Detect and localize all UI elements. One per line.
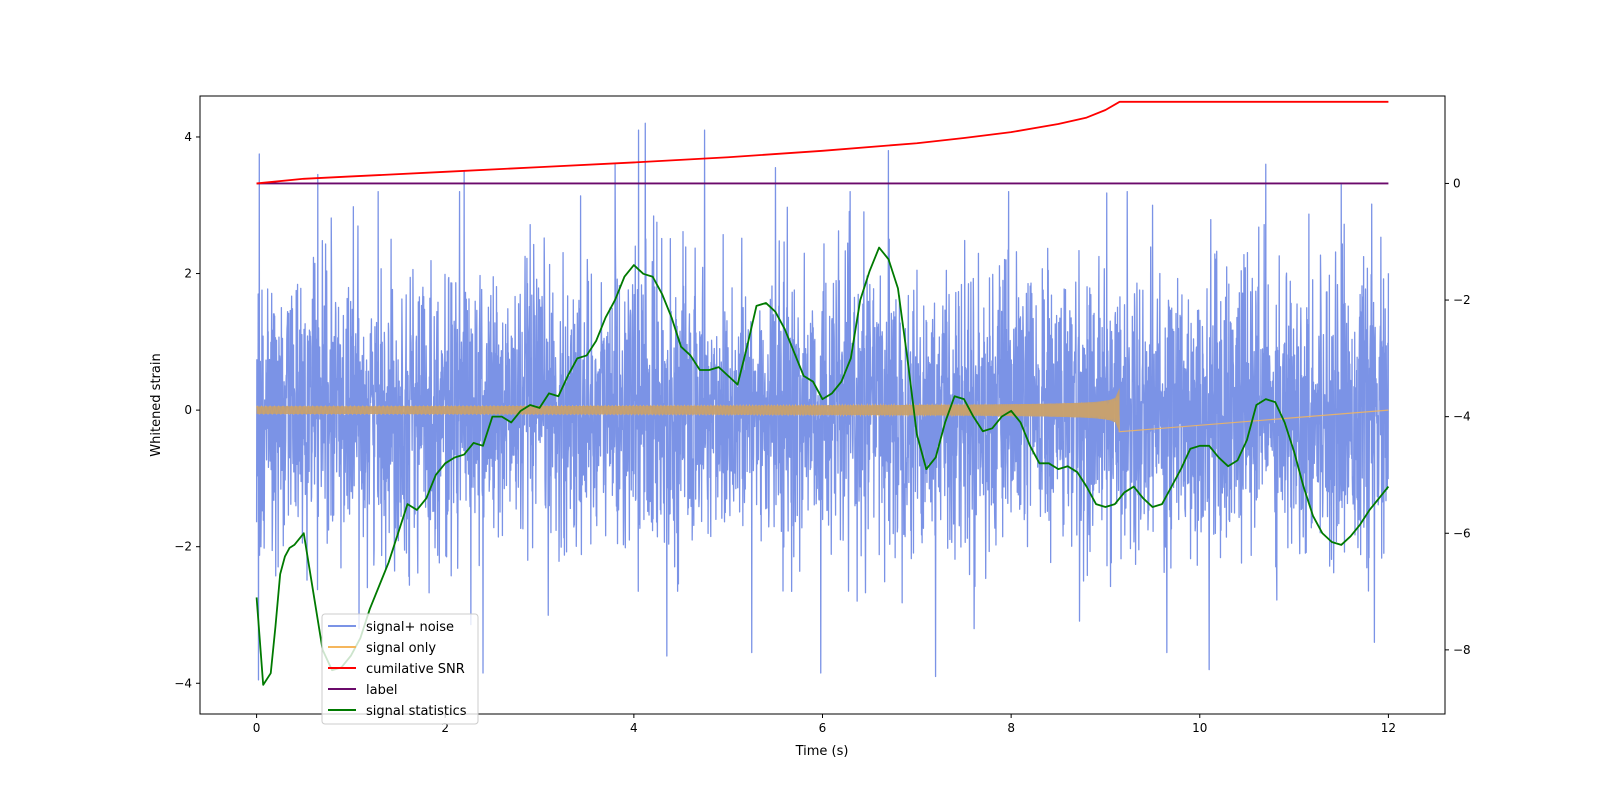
legend-label-signal-statistics: signal statistics [366, 704, 467, 719]
y-tick-label: −2 [174, 540, 192, 554]
y2-tick-label: −6 [1453, 526, 1471, 540]
x-tick-label: 4 [630, 721, 638, 735]
x-tick-label: 2 [441, 721, 449, 735]
series-signal-noise [255, 122, 1390, 681]
legend-label-cumulative-snr: cumilative SNR [366, 662, 465, 677]
legend-entry-label: label [328, 683, 397, 698]
legend-label-signal-only: signal only [366, 641, 436, 656]
x-tick-label: 10 [1192, 721, 1207, 735]
y2-tick-label: −2 [1453, 293, 1471, 307]
series-signal-statistics [255, 246, 1390, 686]
legend-label-signal-noise: signal+ noise [366, 620, 454, 635]
x-tick-label: 6 [819, 721, 827, 735]
x-tick-label: 12 [1381, 721, 1396, 735]
y-tick-label: 4 [184, 130, 192, 144]
x-axis-label: Time (s) [795, 744, 849, 759]
legend-entry-signal-statistics: signal statistics [328, 704, 467, 719]
y2-tick-label: 0 [1453, 176, 1461, 190]
series-layer [255, 100, 1390, 686]
y-tick-label: −4 [174, 676, 192, 690]
legend: signal+ noise signal only cumilative SNR… [321, 613, 479, 725]
y2-tick-label: −4 [1453, 410, 1471, 424]
series-signal-only-envelope [256, 387, 1120, 433]
y-axis-label: Whitened strain [149, 353, 164, 456]
series-cumulative-snr [256, 100, 1389, 185]
y-tick-label: 2 [184, 267, 192, 281]
y2-tick-label: −8 [1453, 643, 1471, 657]
legend-entry-cumulative-snr: cumilative SNR [328, 662, 465, 677]
legend-frame [321, 613, 479, 725]
y-tick-label: 0 [184, 403, 192, 417]
legend-entry-signal-only: signal only [328, 641, 436, 656]
legend-label-label: label [366, 683, 397, 698]
x-tick-label: 0 [253, 721, 261, 735]
legend-entry-signal-noise: signal+ noise [328, 620, 454, 635]
axes-layer: 0 2 4 6 8 10 12 −4 −2 0 2 4 −8 −6 −4 −2 0 [174, 130, 1470, 735]
x-tick-label: 8 [1007, 721, 1015, 735]
